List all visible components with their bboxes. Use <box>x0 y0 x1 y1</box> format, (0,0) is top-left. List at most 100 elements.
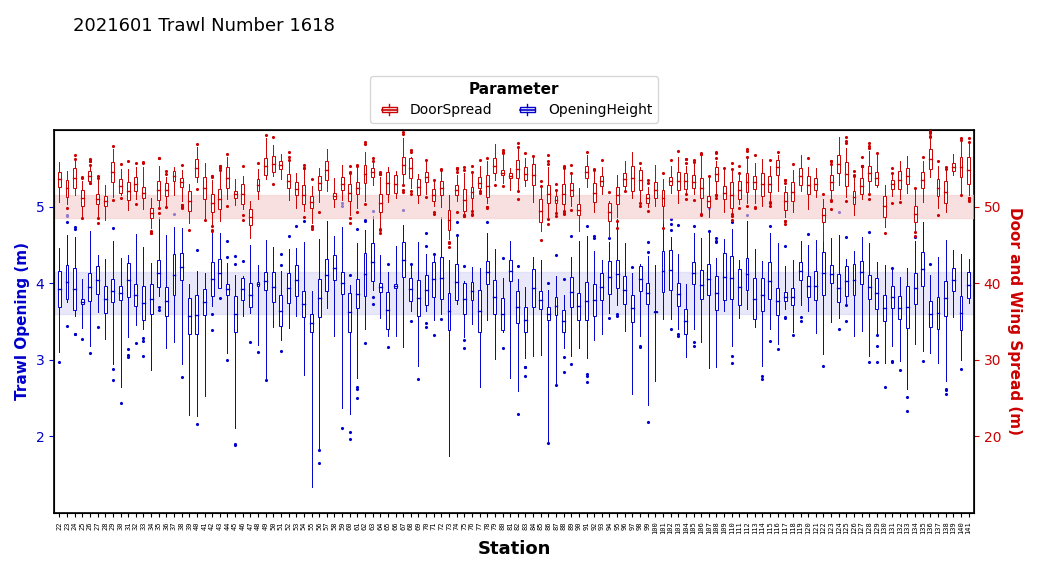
Bar <box>814 178 817 190</box>
Bar <box>135 176 137 191</box>
Bar <box>746 258 749 290</box>
Bar <box>158 181 160 200</box>
Bar <box>127 263 130 297</box>
Bar <box>455 185 458 195</box>
Bar <box>784 292 787 301</box>
Bar <box>539 199 542 222</box>
Bar <box>326 259 329 292</box>
Bar <box>906 286 908 328</box>
Bar <box>616 260 619 288</box>
Bar <box>684 309 688 333</box>
Bar <box>807 276 810 297</box>
Bar <box>463 189 466 211</box>
Bar <box>425 172 427 182</box>
Bar <box>81 190 84 206</box>
Bar <box>578 293 581 320</box>
Bar <box>723 253 726 300</box>
Bar <box>623 276 626 304</box>
Bar <box>356 279 359 308</box>
Bar <box>830 265 833 283</box>
Bar <box>952 163 955 171</box>
Bar <box>677 283 679 306</box>
Bar <box>532 164 534 186</box>
Bar <box>54 272 974 314</box>
Bar <box>539 291 542 309</box>
Bar <box>333 193 336 199</box>
Bar <box>356 182 359 194</box>
Bar <box>326 161 329 180</box>
Bar <box>800 262 802 280</box>
Bar <box>968 157 970 183</box>
Bar <box>884 295 886 321</box>
Bar <box>714 167 718 181</box>
Bar <box>784 192 787 210</box>
Bar <box>959 296 962 331</box>
Bar <box>203 177 206 199</box>
Bar <box>387 292 389 328</box>
Bar <box>172 254 175 295</box>
Bar <box>814 272 817 300</box>
Bar <box>471 187 474 198</box>
Bar <box>88 171 91 180</box>
Bar <box>348 293 352 332</box>
Bar <box>119 286 122 300</box>
Bar <box>822 208 824 222</box>
Bar <box>74 168 76 187</box>
Bar <box>211 261 214 296</box>
Bar <box>692 175 695 188</box>
Bar <box>65 180 68 197</box>
Bar <box>195 159 198 176</box>
Bar <box>478 290 481 332</box>
Bar <box>952 268 955 291</box>
Bar <box>149 284 152 314</box>
Legend: DoorSpread, OpeningHeight: DoorSpread, OpeningHeight <box>370 76 658 123</box>
Bar <box>898 296 901 319</box>
Bar <box>555 297 558 315</box>
Bar <box>593 284 595 316</box>
Bar <box>593 183 595 202</box>
Bar <box>494 158 497 173</box>
Bar <box>509 173 511 178</box>
Bar <box>677 172 679 190</box>
Bar <box>203 289 206 316</box>
Bar <box>295 265 298 296</box>
Bar <box>172 171 175 180</box>
Bar <box>546 186 550 203</box>
Bar <box>929 301 932 328</box>
Bar <box>714 276 718 310</box>
Bar <box>860 178 863 194</box>
Bar <box>546 307 550 320</box>
Bar <box>516 160 520 178</box>
Bar <box>58 271 61 307</box>
Bar <box>852 264 856 295</box>
Bar <box>379 282 382 292</box>
Bar <box>471 282 474 300</box>
Bar <box>180 253 184 280</box>
Bar <box>669 250 672 290</box>
Bar <box>226 167 229 188</box>
Bar <box>340 178 343 190</box>
Bar <box>310 313 313 332</box>
Bar <box>233 296 236 332</box>
Bar <box>630 166 634 191</box>
Bar <box>616 187 619 204</box>
Bar <box>371 168 374 176</box>
Bar <box>485 261 488 284</box>
Bar <box>753 176 756 189</box>
Bar <box>646 282 649 304</box>
Bar <box>410 277 413 301</box>
Bar <box>768 176 772 192</box>
Bar <box>256 179 259 191</box>
Bar <box>837 155 840 173</box>
Bar <box>111 280 114 303</box>
Bar <box>852 191 856 204</box>
Bar <box>364 165 366 183</box>
Bar <box>417 280 420 316</box>
Bar <box>127 182 130 199</box>
Bar <box>730 256 733 299</box>
Bar <box>280 160 282 170</box>
Bar <box>753 278 756 319</box>
Bar <box>761 173 764 195</box>
Bar <box>837 274 840 302</box>
Bar <box>654 182 656 198</box>
